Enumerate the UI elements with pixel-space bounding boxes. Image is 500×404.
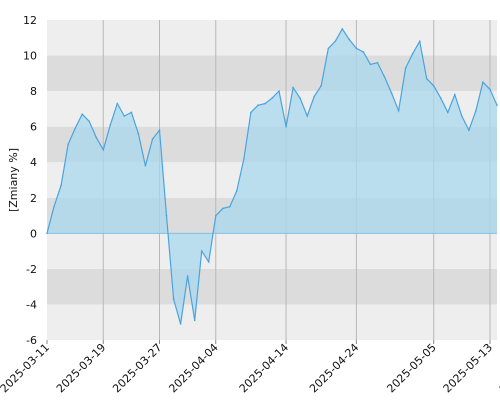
data-point [172, 298, 175, 300]
data-point [341, 28, 344, 30]
data-point [60, 184, 62, 187]
x-tick-label: 2025-03-27 [110, 341, 164, 395]
y-tick-label: 2 [30, 192, 37, 205]
y-tick-label: -4 [26, 298, 37, 311]
data-point [95, 136, 97, 139]
data-point [81, 113, 83, 115]
data-point [67, 143, 69, 146]
data-point [229, 205, 231, 208]
data-point [215, 214, 217, 217]
data-point [285, 125, 287, 128]
data-point [376, 61, 379, 64]
background-band [47, 268, 497, 305]
x-tick-label: 2025-03-19 [54, 341, 108, 395]
data-point [482, 81, 484, 83]
data-point [250, 111, 252, 114]
data-point [278, 90, 280, 92]
data-point [425, 77, 428, 80]
data-point [236, 189, 238, 192]
data-point [320, 85, 323, 87]
area-layer [46, 27, 498, 325]
data-point [186, 275, 189, 277]
data-point [158, 129, 161, 131]
x-tick-label: 2025-04-14 [237, 341, 291, 395]
data-point [461, 115, 463, 117]
data-point [327, 47, 330, 50]
data-point [362, 51, 365, 53]
data-point [440, 97, 442, 99]
y-tick-label: 6 [30, 121, 37, 134]
data-point [88, 120, 90, 123]
data-point [334, 40, 337, 43]
y-tick-label: -6 [26, 334, 37, 347]
data-point [418, 40, 421, 43]
data-point [264, 102, 266, 105]
data-point [292, 86, 294, 89]
data-point [404, 67, 407, 69]
data-point [109, 124, 112, 126]
data-point [193, 319, 196, 322]
data-point [130, 111, 133, 114]
data-point [123, 115, 126, 117]
data-point [475, 109, 477, 112]
data-point [46, 232, 48, 235]
data-point [151, 138, 154, 140]
y-axis-ticks: 12 10 8 6 4 2 0 -2 -4 -6 [23, 14, 37, 347]
data-point [165, 214, 168, 217]
data-point [271, 97, 273, 99]
data-point [313, 95, 316, 98]
data-point [222, 207, 224, 210]
data-point [447, 111, 449, 114]
x-tick-label: 2025-05-05 [384, 341, 438, 395]
data-point [137, 133, 140, 135]
data-point [306, 115, 309, 117]
x-tick-label: 2025-04-04 [166, 341, 220, 395]
data-point [102, 149, 105, 151]
background-band [47, 233, 497, 269]
data-point [299, 97, 301, 99]
data-point [179, 323, 182, 325]
data-point [369, 63, 372, 66]
data-point [454, 93, 456, 96]
data-point [390, 92, 393, 94]
data-point [355, 47, 358, 50]
y-tick-label: 8 [30, 85, 37, 98]
data-point [432, 85, 435, 87]
y-tick-label: 4 [30, 156, 37, 169]
y-tick-label: 10 [23, 50, 37, 63]
data-point [348, 38, 351, 41]
data-point [257, 104, 259, 107]
data-point [383, 76, 386, 78]
background-band [47, 304, 497, 340]
y-axis-label: [Zmiany %] [7, 148, 20, 212]
y-tick-label: 12 [23, 14, 37, 27]
x-axis-ticks: 2025-03-11 2025-03-19 2025-03-27 2025-04-04… [0, 340, 500, 395]
data-point [74, 127, 76, 130]
data-point [53, 205, 55, 208]
data-point [411, 53, 414, 55]
data-point [116, 102, 119, 105]
y-tick-label: 0 [30, 227, 37, 240]
data-point [144, 165, 147, 167]
background-band [47, 20, 497, 56]
data-point [489, 88, 491, 91]
data-point [397, 109, 400, 112]
data-point [243, 157, 245, 160]
x-tick-label: 2025-04-24 [307, 341, 361, 395]
data-point [207, 261, 210, 263]
data-point [468, 129, 470, 131]
x-tick-label: 2025-05-13 [441, 341, 495, 395]
data-point [200, 250, 203, 252]
y-tick-label: -2 [26, 263, 37, 276]
series-area [47, 28, 497, 325]
x-tick-label: 2025-03-11 [0, 341, 52, 395]
data-point [496, 104, 498, 107]
